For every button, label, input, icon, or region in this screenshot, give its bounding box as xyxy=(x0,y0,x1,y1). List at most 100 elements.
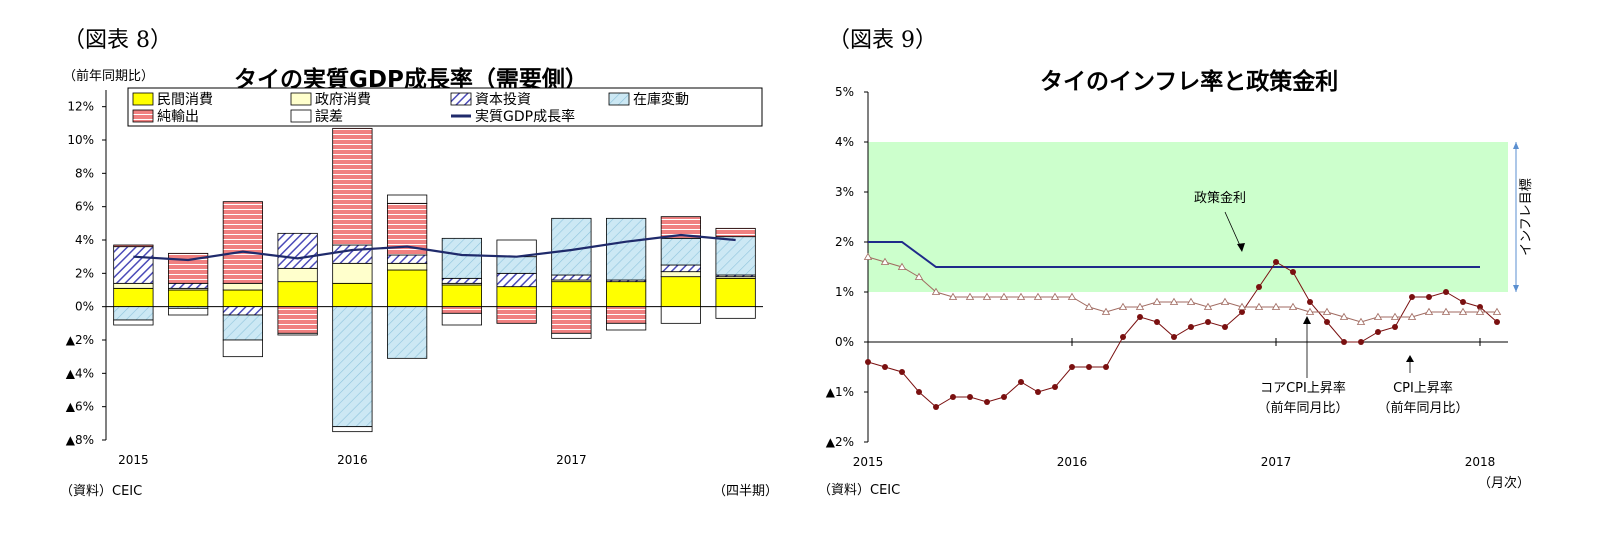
cpi-point xyxy=(1358,339,1364,345)
gdp-demand-chart: 12% 10% 8% 6% 4% 2% 0% ▲2% ▲4% ▲6% ▲8% 2015 2016 2017… xyxy=(66,87,763,467)
bar-segment xyxy=(277,232,318,269)
cpi-point xyxy=(865,359,871,365)
right-source: （資料）CEIC xyxy=(818,483,901,498)
y-tick-label: 12% xyxy=(67,100,94,114)
core-cpi-point xyxy=(1288,302,1298,310)
bar-segment xyxy=(551,306,592,334)
bar-segment xyxy=(551,217,592,276)
x-tick-label: 2017 xyxy=(556,453,587,467)
figure8-label: （図表 8） xyxy=(63,28,172,53)
bar-segment xyxy=(387,194,428,204)
bar-segment xyxy=(496,256,537,274)
left-x-unit: （四半期） xyxy=(713,484,779,499)
y-tick-label: 0% xyxy=(835,335,854,349)
bar-segment xyxy=(277,332,318,336)
cpi-point xyxy=(1477,304,1483,310)
bar-segment xyxy=(715,277,756,308)
core-cpi-point xyxy=(1390,312,1400,320)
cpi-point xyxy=(1188,324,1194,330)
core-cpi-annotation-sub: （前年同月比） xyxy=(1257,400,1348,416)
bar-segment xyxy=(277,281,318,308)
right-chart-title: タイのインフレ率と政策金利 xyxy=(1040,69,1339,95)
cpi-point xyxy=(1460,299,1466,305)
core-cpi-arrowhead xyxy=(1303,316,1311,324)
cpi-point xyxy=(1239,309,1245,315)
cpi-point xyxy=(1018,379,1024,385)
bar-segment xyxy=(660,276,701,308)
y-tick-label: ▲4% xyxy=(66,366,94,380)
y-tick-label: 3% xyxy=(835,185,854,199)
bar-segment xyxy=(277,267,318,283)
bar-segment xyxy=(168,289,209,308)
cpi-point xyxy=(899,369,905,375)
core-cpi-point xyxy=(1169,297,1179,305)
bar-segment xyxy=(441,306,482,314)
legend-label: 誤差 xyxy=(315,109,343,125)
bar-segment xyxy=(715,306,756,319)
legend-label: 政府消費 xyxy=(315,92,371,108)
core-cpi-point xyxy=(1373,312,1383,320)
y-tick-label: ▲1% xyxy=(826,385,854,399)
core-cpi-point xyxy=(1050,292,1060,300)
bar-segment xyxy=(168,307,209,316)
bar-segment xyxy=(387,306,428,359)
left-unit-label: （前年同期比） xyxy=(63,69,155,84)
cpi-point xyxy=(1137,314,1143,320)
core-cpi-point xyxy=(982,292,992,300)
x-tick-label: 2018 xyxy=(1465,455,1496,469)
bar-segment xyxy=(660,237,701,266)
x-tick-label: 2016 xyxy=(337,453,368,467)
core-cpi-point xyxy=(1016,292,1026,300)
cpi-point xyxy=(1171,334,1177,340)
core-cpi-point xyxy=(1135,302,1145,310)
bar-segment xyxy=(222,306,263,316)
bar-segment xyxy=(113,306,154,321)
core-cpi-point xyxy=(1441,307,1451,315)
bar-segment xyxy=(660,271,701,278)
bar-segment xyxy=(606,217,647,281)
y-tick-label: ▲6% xyxy=(66,400,94,414)
bar-segment xyxy=(222,282,263,291)
cpi-point xyxy=(1205,319,1211,325)
core-cpi-point xyxy=(1186,297,1196,305)
left-source: （資料）CEIC xyxy=(60,484,143,499)
cpi-point xyxy=(967,394,973,400)
policy-rate-arrowhead xyxy=(1237,243,1245,252)
bar-segment xyxy=(113,319,154,326)
inflation-target-band xyxy=(868,142,1508,292)
bar-segment xyxy=(222,289,263,308)
y-tick-label: 10% xyxy=(67,133,94,147)
cpi-point xyxy=(1069,364,1075,370)
core-cpi-point xyxy=(1475,307,1485,315)
bar-segment xyxy=(551,332,592,339)
core-cpi-point xyxy=(897,262,907,270)
bar-segment xyxy=(332,306,373,428)
core-cpi-point xyxy=(1271,302,1281,310)
bar-segment xyxy=(277,306,318,334)
bar-segment xyxy=(551,274,592,281)
y-tick-label: 8% xyxy=(75,166,94,180)
core-cpi-point xyxy=(914,272,924,280)
cpi-annotation: CPI上昇率 xyxy=(1393,380,1453,396)
series-line xyxy=(868,241,1480,268)
cpi-point xyxy=(1120,334,1126,340)
y-tick-label: 0% xyxy=(75,300,94,314)
bar-segment xyxy=(606,306,647,324)
core-cpi-point xyxy=(1458,307,1468,315)
bar-segment xyxy=(441,237,482,279)
cpi-point xyxy=(1375,329,1381,335)
bar-segment xyxy=(332,127,373,246)
bar-segment xyxy=(113,287,154,308)
right-x-unit: （月次） xyxy=(1478,476,1531,491)
figure9-label: （図表 9） xyxy=(828,28,937,53)
bar-segment xyxy=(715,227,756,238)
bar-segment xyxy=(332,426,373,433)
gdp-growth-line xyxy=(133,233,736,262)
inflation-target-label: インフレ目標 xyxy=(1519,178,1534,256)
bar-segment xyxy=(606,322,647,331)
cpi-annotation-sub: （前年同月比） xyxy=(1377,400,1468,416)
legend-label: 資本投資 xyxy=(475,92,531,108)
cpi-point xyxy=(1222,324,1228,330)
y-tick-label: 4% xyxy=(75,233,94,247)
cpi-point xyxy=(1443,289,1449,295)
